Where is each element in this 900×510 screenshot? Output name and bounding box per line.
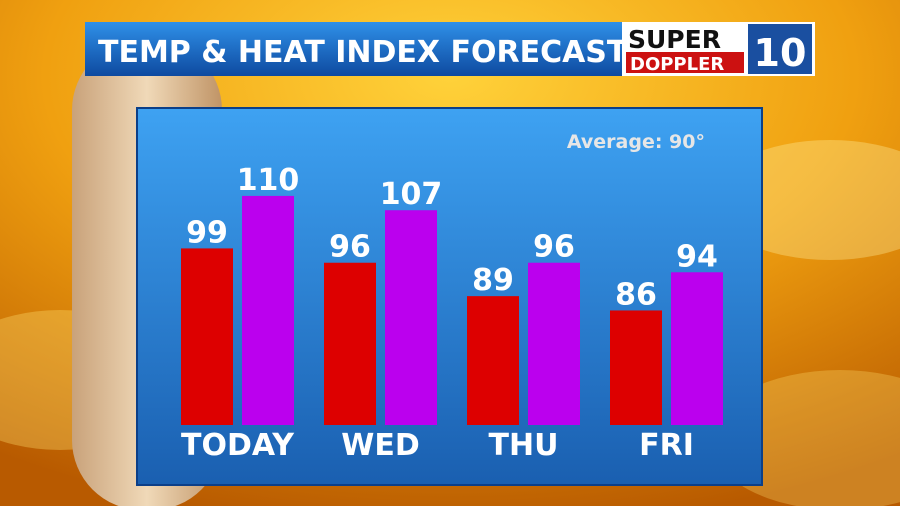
- value-label: 107: [380, 177, 443, 212]
- value-label: 110: [237, 163, 300, 198]
- bar: [467, 296, 519, 425]
- bar: [610, 310, 662, 425]
- value-label: 86: [615, 277, 657, 312]
- bar: [671, 272, 723, 425]
- logo-top: SUPER: [628, 25, 721, 54]
- logo-badge: [748, 24, 812, 74]
- x-tick-label: WED: [341, 428, 420, 463]
- bar: [528, 262, 580, 425]
- bar: [385, 210, 437, 425]
- value-label: 96: [533, 230, 575, 265]
- bar: [242, 195, 294, 425]
- logo-band: [626, 52, 744, 73]
- logo-bottom: DOPPLER: [630, 54, 724, 75]
- value-label: 89: [472, 263, 514, 298]
- x-tick-label: THU: [489, 428, 559, 463]
- value-label: 96: [329, 230, 371, 265]
- logo: SUPER DOPPLER 10: [622, 22, 815, 76]
- annotation: Average: 90°: [567, 131, 705, 153]
- title-bar: [85, 22, 625, 76]
- x-tick-label: TODAY: [181, 428, 295, 463]
- value-label: 99: [186, 215, 228, 250]
- logo-number: 10: [754, 31, 807, 75]
- bar: [324, 262, 376, 425]
- value-label: 94: [676, 239, 718, 274]
- chart-title: TEMP & HEAT INDEX FORECAST: [98, 35, 628, 70]
- bar: [181, 248, 233, 425]
- x-tick-label: FRI: [639, 428, 694, 463]
